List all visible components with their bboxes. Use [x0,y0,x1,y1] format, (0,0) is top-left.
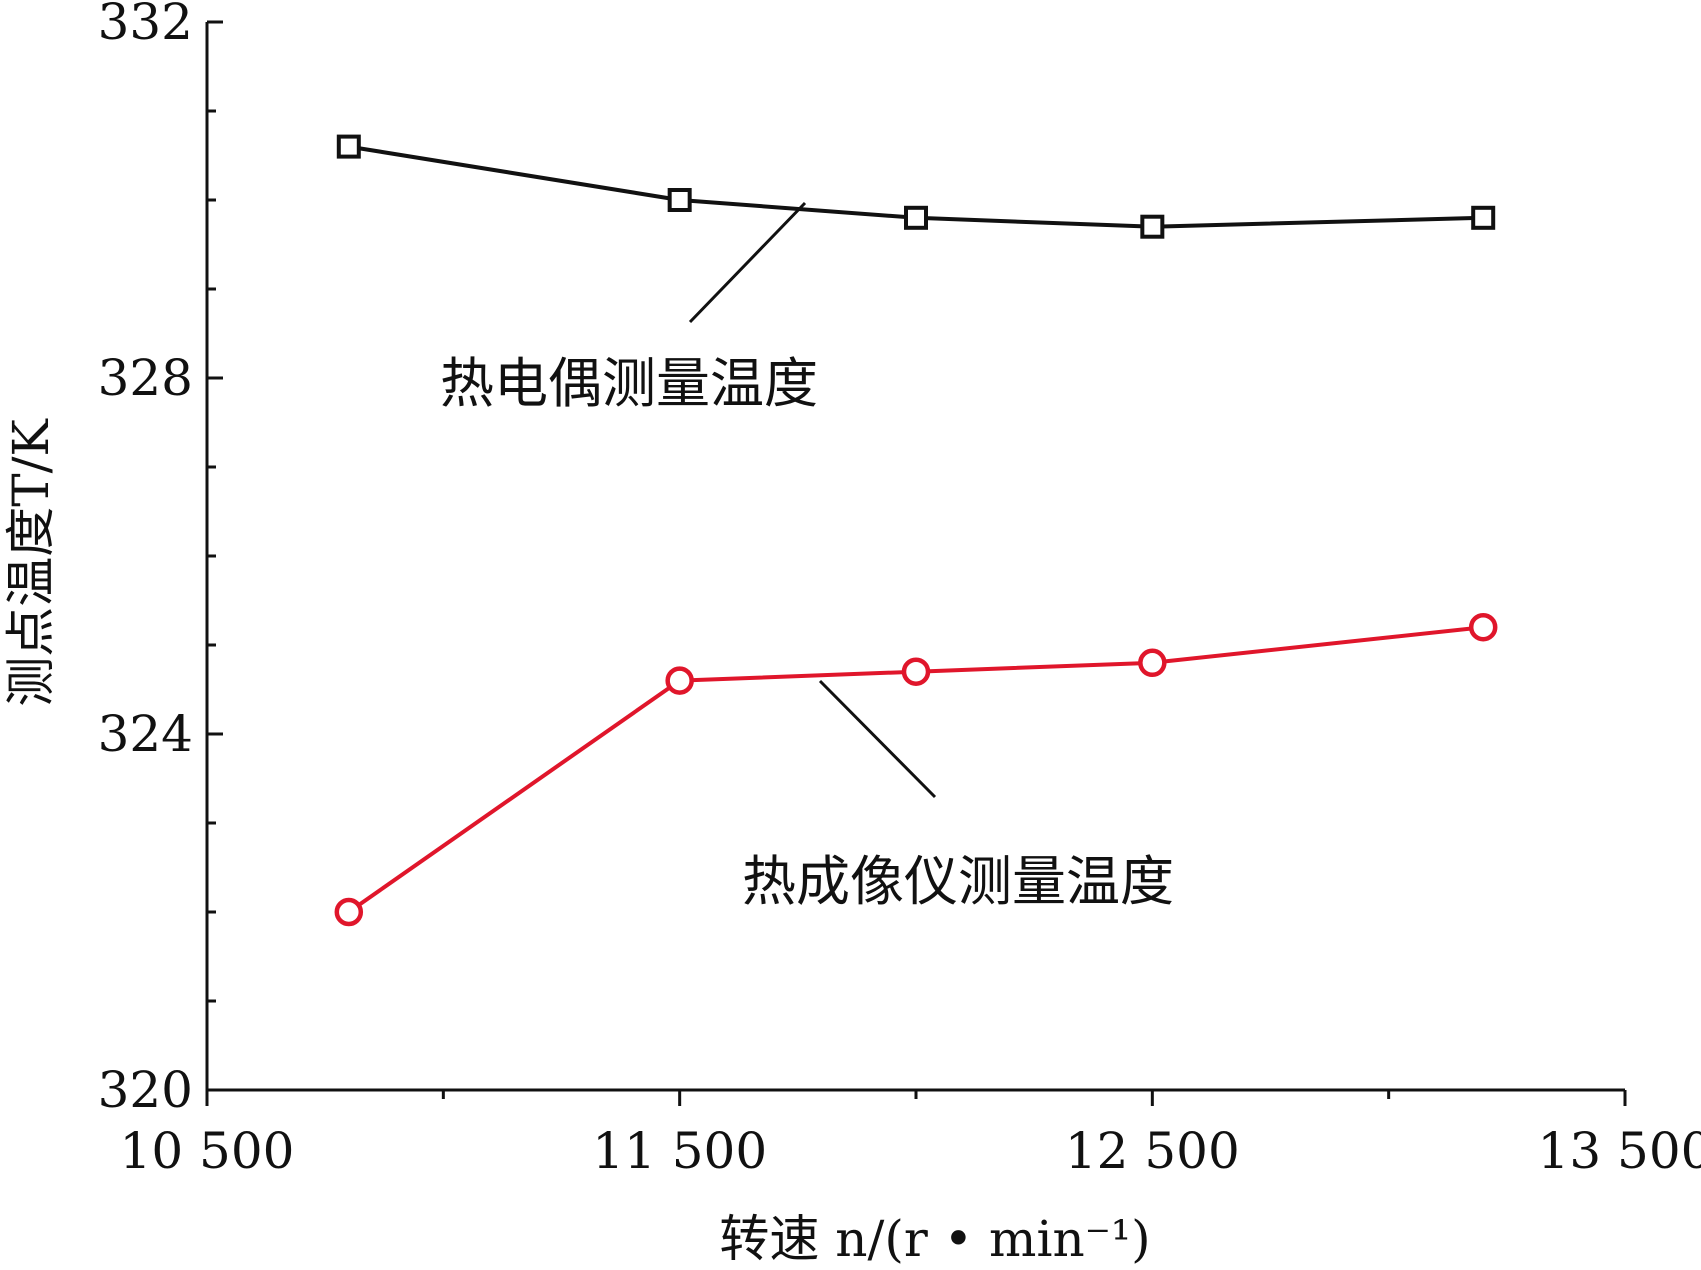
x-tick-label: 10 500 [120,1122,295,1180]
data-point [334,897,364,927]
series-1 [336,134,1496,239]
y-tick-label: 332 [98,0,193,51]
data-point [1140,214,1165,239]
x-tick-label: 11 500 [592,1122,767,1180]
series-layer [334,134,1498,927]
annotation-thermocouple: 热电偶测量温度 [440,352,818,415]
series-2 [334,612,1498,927]
axes: 320 324 328 332 10 500 11 500 12 500 13 500 [98,0,1701,1180]
data-point [1471,205,1496,230]
x-tick-label: 13 500 [1538,1122,1701,1180]
data-point [665,666,694,695]
y-tick-label: 324 [98,705,193,763]
y-axis-title: 测点温度T/K [2,418,60,707]
leader-line-thermal-imager [818,679,937,799]
y-tick-label: 328 [98,349,193,407]
leader-line-thermocouple [688,201,807,324]
x-axis-title: 转速 n/(r • min⁻¹) [719,1210,1150,1268]
annotation-thermal-imager: 热成像仪测量温度 [742,850,1174,913]
data-point [901,657,931,686]
data-point [667,188,692,212]
x-tick-label: 12 500 [1065,1122,1240,1180]
data-point [904,205,928,230]
data-point [336,134,361,159]
data-point [1468,612,1498,642]
data-point [1138,648,1167,678]
y-tick-label: 320 [98,1061,193,1119]
